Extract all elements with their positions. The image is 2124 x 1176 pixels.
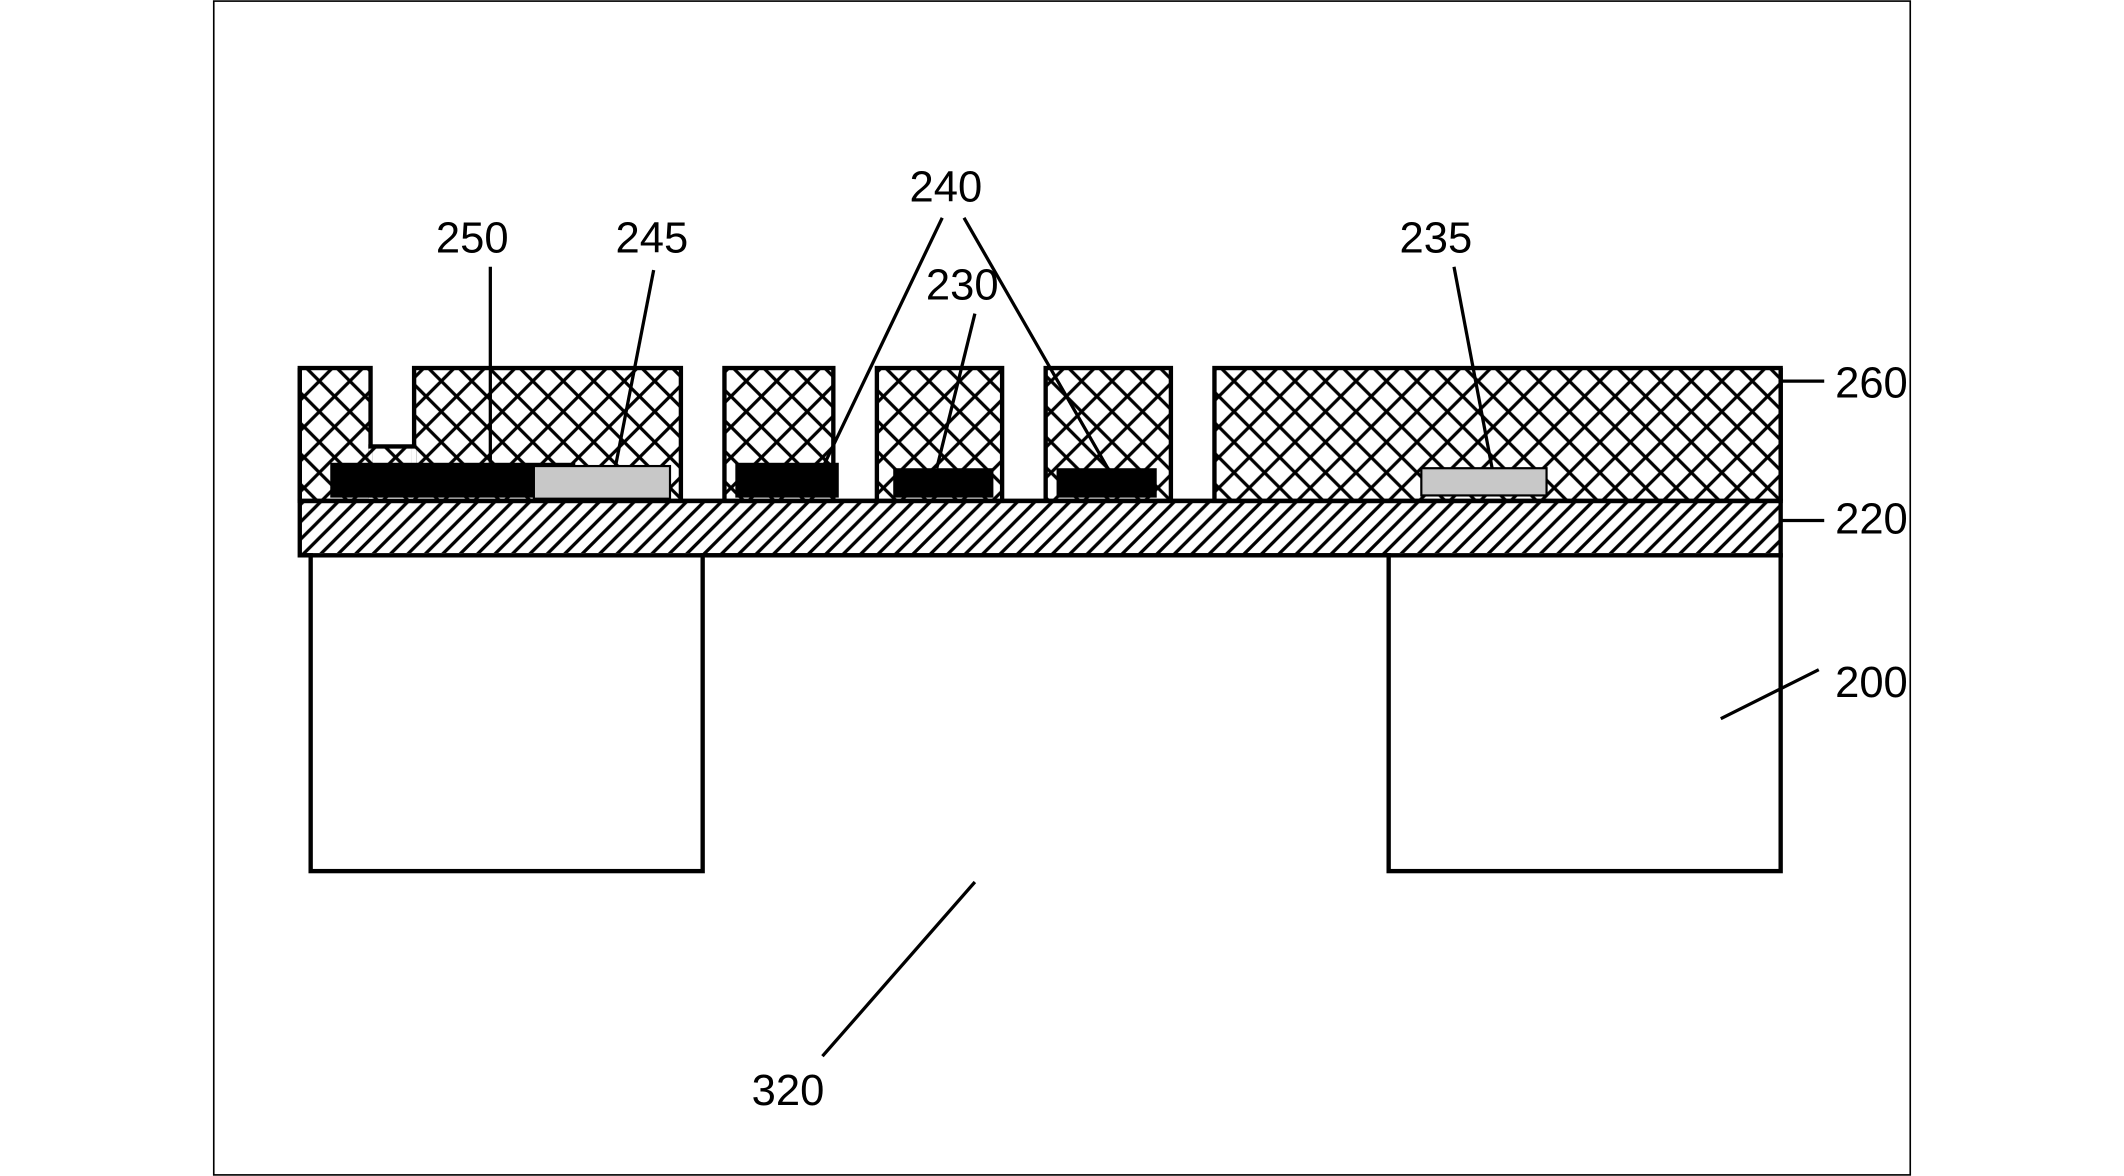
- deposit-230_center: [893, 468, 993, 497]
- label-320: 320: [752, 1067, 825, 1115]
- label-245: 245: [616, 215, 689, 263]
- deposit-240_right: [1057, 468, 1157, 497]
- leader-320: [822, 882, 974, 1056]
- deposit-245_light: [534, 466, 670, 499]
- deposit-235_light: [1421, 468, 1546, 495]
- layer-220: [300, 501, 1781, 555]
- label-235: 235: [1400, 215, 1473, 263]
- substrate-200-left: [311, 555, 703, 871]
- label-220: 220: [1835, 496, 1908, 544]
- label-200: 200: [1835, 659, 1908, 707]
- label-240: 240: [910, 163, 983, 211]
- label-260: 260: [1835, 359, 1908, 407]
- label-250: 250: [436, 215, 509, 263]
- substrate-200-right: [1389, 555, 1781, 871]
- label-230: 230: [926, 261, 999, 309]
